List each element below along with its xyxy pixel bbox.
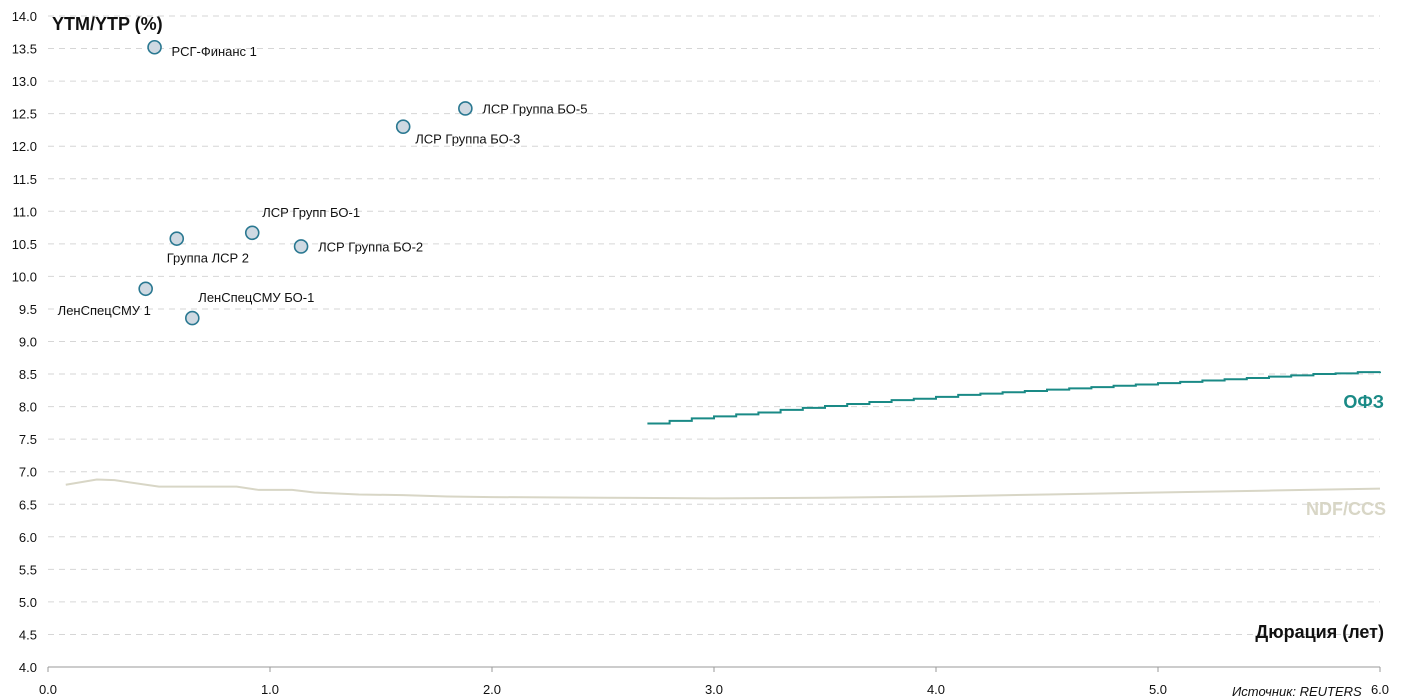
series-line-ofz (647, 371, 1381, 425)
data-point-label: ЛенСпецСМУ БО-1 (198, 290, 314, 305)
y-tick-label: 5.0 (19, 595, 37, 610)
x-tick-label: 6.0 (1371, 682, 1389, 697)
y-tick-label: 9.5 (19, 302, 37, 317)
data-point (185, 310, 200, 326)
y-tick-label: 6.5 (19, 497, 37, 512)
y-tick-label: 8.0 (19, 400, 37, 415)
x-tick-label: 4.0 (927, 682, 945, 697)
data-point-label: РСГ-Финанс 1 (172, 44, 257, 59)
y-tick-label: 7.5 (19, 432, 37, 447)
x-tick-label: 3.0 (705, 682, 723, 697)
data-point-label: ЛСР Группа БО-2 (318, 239, 423, 254)
data-point-label: ЛенСпецСМУ 1 (58, 303, 151, 318)
y-tick-label: 11.0 (13, 204, 37, 219)
y-tick-label: 5.5 (19, 562, 37, 577)
source-note: Источник: REUTERS (1232, 684, 1362, 699)
y-tick-label: 13.5 (12, 42, 37, 57)
grid (48, 15, 1380, 635)
data-point-label: ЛСР Групп БО-1 (262, 205, 360, 220)
series-label-ofz: ОФЗ (1343, 392, 1384, 412)
y-tick-label: 13.0 (12, 74, 37, 89)
data-point (169, 231, 185, 246)
y-tick-label: 10.0 (12, 269, 37, 284)
y-tick-label: 7.0 (19, 465, 37, 480)
x-tick-label: 2.0 (483, 682, 501, 697)
y-axis-title: YTM/YTP (%) (52, 14, 163, 34)
y-tick-label: 12.0 (12, 139, 37, 154)
y-tick-label: 4.0 (19, 660, 37, 675)
data-point (244, 225, 260, 241)
data-point (147, 39, 162, 55)
y-tick-label: 10.5 (12, 237, 37, 252)
data-point-label: Группа ЛСР 2 (167, 251, 249, 266)
series-label-ndf-ccs: NDF/CCS (1306, 499, 1386, 519)
data-point (395, 119, 411, 134)
x-axis-title: Дюрация (лет) (1255, 622, 1384, 642)
data-point-label: ЛСР Группа БО-5 (482, 101, 587, 116)
y-tick-label: 9.0 (19, 335, 37, 350)
series-line-ndf-ccs (65, 478, 1381, 500)
y-tick-label: 4.5 (19, 627, 37, 642)
x-tick-label: 5.0 (1149, 682, 1167, 697)
x-tick-label: 0.0 (39, 682, 57, 697)
y-tick-label: 11.5 (13, 172, 37, 187)
data-point (293, 239, 309, 254)
data-point-label: ЛСР Группа БО-3 (415, 132, 520, 147)
y-tick-label: 8.5 (19, 367, 37, 382)
x-tick-label: 1.0 (261, 682, 279, 697)
y-tick-label: 14.0 (12, 9, 37, 24)
tick-labels: 4.0 4.5 5.0 5.5 6.0 6.5 7.0 7.5 8.0 8.5 9.0 9.5 10.0… (12, 9, 1389, 697)
data-point (458, 101, 473, 116)
data-points: РСГ-Финанс 1 ЛСР Группа БО-5 ЛСР Группа БО… (58, 39, 587, 326)
data-point (138, 281, 153, 297)
y-tick-label: 6.0 (19, 530, 37, 545)
y-tick-label: 12.5 (12, 107, 37, 122)
series-lines (65, 371, 1381, 500)
